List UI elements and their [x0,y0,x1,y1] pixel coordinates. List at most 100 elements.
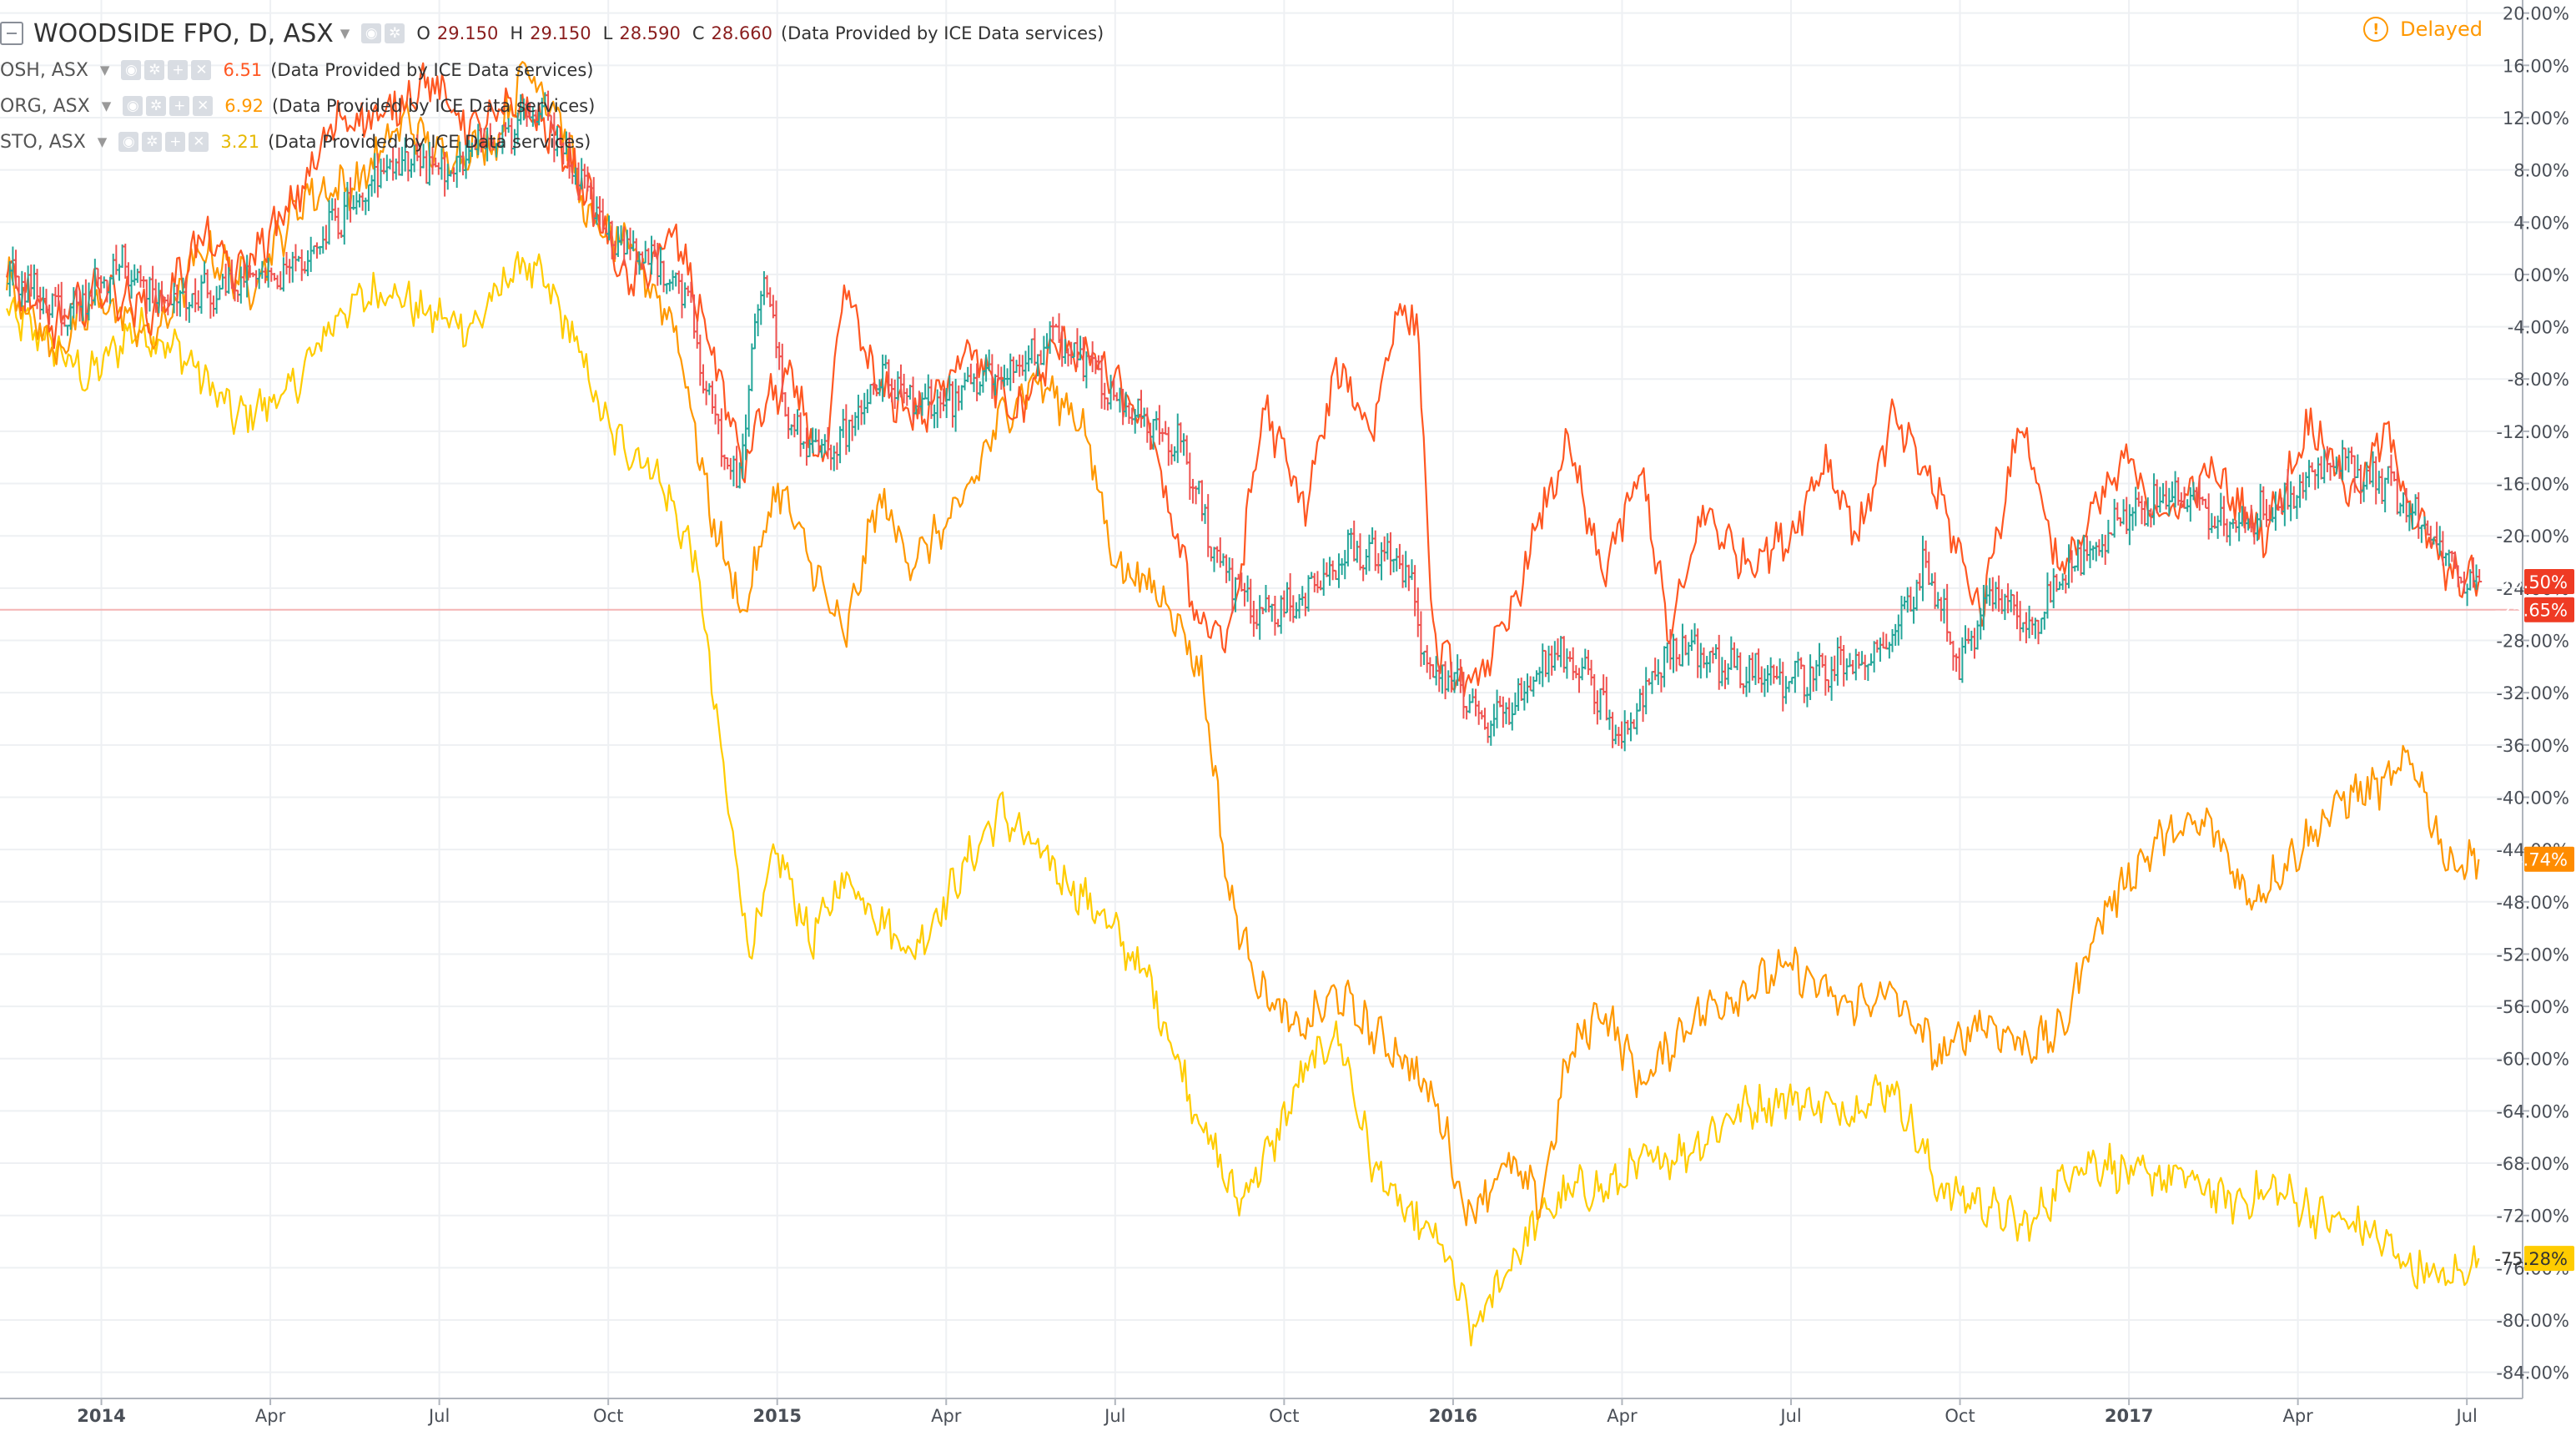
chevron-down-icon[interactable]: ▼ [101,98,112,113]
y-tick-label: -80.00% [2496,1311,2569,1331]
main-series-buttons: ◉ ✲ [361,23,405,43]
y-tick-label: -48.00% [2496,893,2569,913]
legend-note-org: (Data Provided by ICE Data services) [272,96,596,116]
chevron-down-icon[interactable]: ▼ [97,134,108,149]
eye-icon[interactable]: ◉ [123,96,143,116]
x-axis-panel [0,1398,2576,1428]
gear-icon[interactable]: ✲ [146,96,167,116]
last-value-org-bg [2524,846,2574,872]
y-axis-panel [2523,0,2576,1428]
series-line-sto [6,251,2480,1347]
y-tick-label: -72.00% [2496,1207,2569,1227]
y-tick-label: -56.00% [2496,997,2569,1017]
y-tick-label: -40.00% [2496,788,2569,808]
y-tick-label: -60.00% [2496,1050,2569,1070]
ohlc-open-value: 29.150 [436,23,499,43]
y-tick-label: -8.00% [2508,370,2569,390]
y-tick-label: 0.00% [2513,265,2569,285]
legend-value-org: 6.92 [224,96,264,116]
main-series-legend[interactable]: WOODSIDE FPO, D, ASX ▼ ◉ ✲ O 29.150 H 29… [0,17,1104,50]
x-tick-label: 2017 [2105,1406,2153,1426]
y-tick-label: -20.00% [2496,527,2569,547]
plus-icon[interactable]: + [169,96,190,116]
ohlc-low-value: 28.590 [619,23,681,43]
x-tick-label: 2014 [77,1406,125,1426]
main-series-title: WOODSIDE FPO, D, ASX [33,18,334,48]
ohlc-close-key: C [692,23,705,43]
ohlc-high-key: H [510,23,524,43]
y-tick-label: -4.00% [2508,318,2569,338]
eye-icon[interactable]: ◉ [361,23,382,43]
x-tick-label: Apr [931,1406,962,1426]
x-tick-label: Oct [593,1406,623,1426]
ohlc-close-value: 28.660 [711,23,772,43]
series-line-osh [6,62,2480,698]
last-value-org: -44.74% [2494,850,2568,870]
y-tick-label: -36.00% [2496,736,2569,756]
x-tick-label: Jul [1779,1406,1801,1426]
close-icon[interactable]: ✕ [191,60,212,80]
legend-row-org[interactable]: ORG, ASX ▼ ◉ ✲ + ✕ 6.92 (Data Provided b… [0,89,595,123]
eye-icon[interactable]: ◉ [121,60,142,80]
series-ohlc-woodside [7,90,2483,752]
gear-icon[interactable]: ✲ [142,132,163,152]
x-tick-label: Oct [1269,1406,1299,1426]
collapse-icon[interactable] [0,22,23,45]
legend-symbol-org: ORG, ASX [0,95,90,117]
legend-symbol-sto: STO, ASX [0,131,86,153]
y-tick-label: 16.00% [2503,56,2569,76]
legend-value-osh: 6.51 [223,60,263,80]
close-icon[interactable]: ✕ [193,96,214,116]
y-tick-label: -84.00% [2496,1363,2569,1383]
close-icon[interactable]: ✕ [189,132,209,152]
last-value-sto: -75.28% [2494,1249,2568,1269]
y-tick-label: -68.00% [2496,1154,2569,1174]
eye-icon[interactable]: ◉ [118,132,139,152]
plus-icon[interactable]: + [168,60,189,80]
series-layer [6,61,2483,1347]
gear-icon[interactable]: ✲ [385,23,405,43]
legend-note-sto: (Data Provided by ICE Data services) [268,132,591,152]
y-tick-label: 8.00% [2513,161,2569,181]
ohlc-high-value: 29.150 [530,23,591,43]
y-tick-label: -64.00% [2496,1101,2569,1121]
x-tick-label: Apr [255,1406,286,1426]
chevron-down-icon[interactable]: ▼ [99,63,110,78]
x-tick-label: Jul [2455,1406,2478,1426]
y-tick-label: 20.00% [2503,4,2569,24]
delayed-label: Delayed [2400,18,2483,41]
legend-value-sto: 3.21 [220,132,260,152]
chevron-down-icon[interactable]: ▼ [340,26,350,41]
legend-row-sto[interactable]: STO, ASX ▼ ◉ ✲ + ✕ 3.21 (Data Provided b… [0,125,591,159]
legend-buttons-osh: ◉ ✲ + ✕ [121,60,212,80]
legend-row-osh[interactable]: OSH, ASX ▼ ◉ ✲ + ✕ 6.51 (Data Provided b… [0,53,593,87]
plus-icon[interactable]: + [165,132,186,152]
y-tick-label: 12.00% [2503,108,2569,128]
x-tick-label: Oct [1945,1406,1975,1426]
last-value-reference: -25.65% [2494,601,2568,621]
last-value-osh-bg [2524,569,2574,595]
ohlc-low-key: L [602,23,613,43]
x-tick-label: 2016 [1429,1406,1477,1426]
legend-note-osh: (Data Provided by ICE Data services) [270,60,594,80]
y-tick-label: -32.00% [2496,683,2569,703]
x-tick-label: 2015 [752,1406,801,1426]
y-tick-label: -12.00% [2496,422,2569,442]
gear-icon[interactable]: ✲ [144,60,165,80]
last-value-osh: -23.50% [2494,572,2568,592]
ohlc-open-key: O [416,23,430,43]
y-tick-label: -52.00% [2496,945,2569,965]
x-tick-label: Jul [1103,1406,1125,1426]
last-value-reference-bg [2524,597,2574,622]
y-tick-label: -16.00% [2496,475,2569,495]
legend-buttons-org: ◉ ✲ + ✕ [123,96,214,116]
y-tick-label: -28.00% [2496,632,2569,652]
delayed-indicator[interactable]: ! Delayed [2363,17,2483,42]
main-data-note: (Data Provided by ICE Data services) [780,23,1104,43]
x-tick-label: Jul [427,1406,450,1426]
x-tick-label: Apr [1607,1406,1638,1426]
